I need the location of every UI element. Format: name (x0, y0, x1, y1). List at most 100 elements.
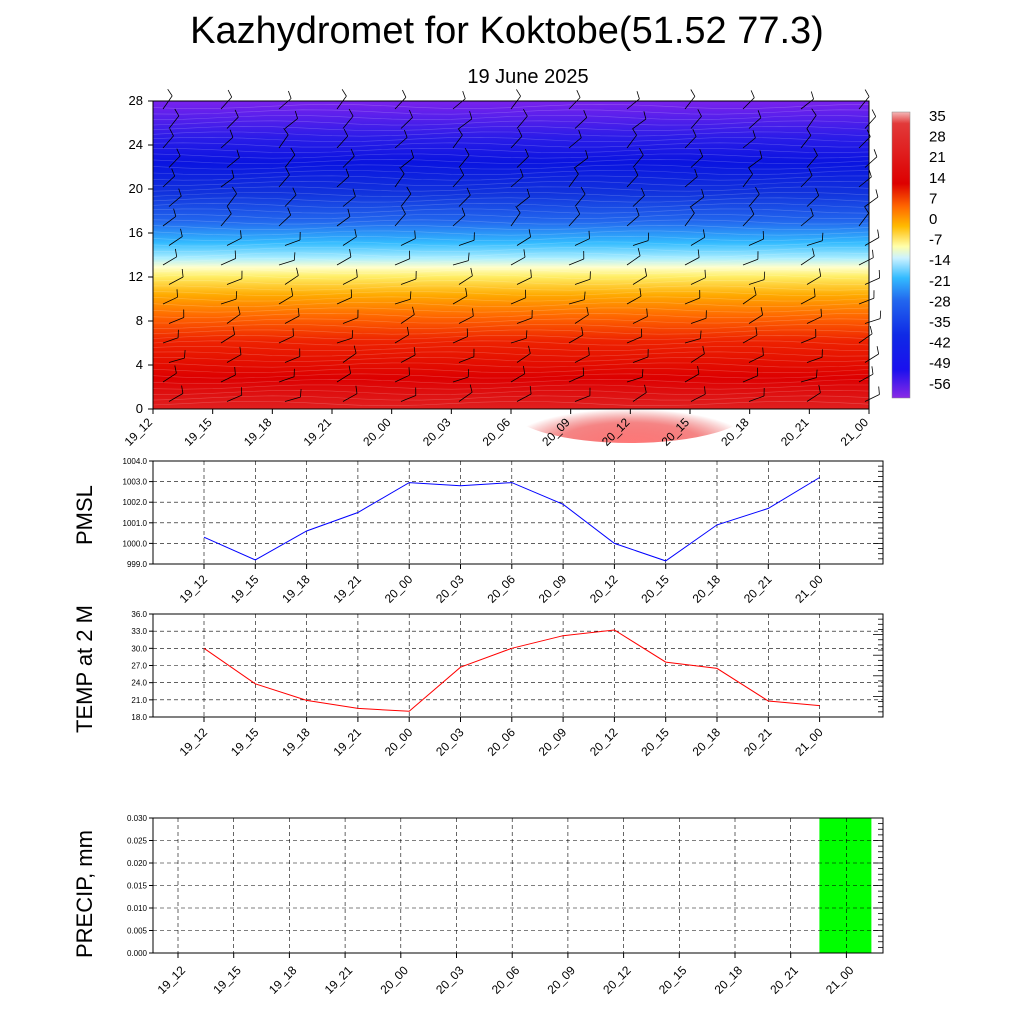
x-tick-label: 20_18 (712, 963, 746, 997)
wind-barb-feather (290, 147, 296, 156)
wind-barb (632, 268, 647, 285)
wind-barb-feather (821, 232, 824, 241)
wind-barb-feather (174, 108, 180, 117)
y-tick-label: 0.000 (127, 949, 148, 958)
wind-barb (864, 189, 879, 207)
wind-barb (220, 129, 234, 149)
wind-barb-staff (684, 96, 696, 110)
wind-barb (510, 330, 528, 344)
wind-barb-staff (748, 157, 763, 168)
wind-barb-feather (806, 128, 812, 136)
wind-barb (690, 386, 706, 402)
wind-barb (690, 149, 704, 168)
wind-barb-staff (394, 213, 406, 227)
wind-barb-staff (568, 213, 580, 227)
wind-barb (632, 348, 649, 363)
wind-barb-staff (742, 294, 757, 305)
x-tick-label: 20_00 (382, 725, 416, 759)
pmsl-grid (153, 460, 883, 565)
wind-barb-feather (701, 189, 705, 198)
wind-barb (690, 189, 705, 207)
x-tick-label: 19_12 (177, 725, 211, 759)
wind-barb-staff (168, 155, 181, 168)
wind-barb (278, 127, 289, 149)
wind-barb (748, 387, 765, 402)
wind-barb-staff (748, 314, 763, 324)
wind-barb-feather (585, 150, 589, 159)
wind-barb (336, 365, 351, 383)
wind-barb-feather (414, 230, 416, 239)
colorbar-label: -35 (929, 314, 951, 331)
wind-barb-staff (220, 258, 236, 266)
wind-barb-staff (168, 115, 180, 129)
wind-barb (400, 149, 414, 168)
wind-barb (458, 232, 475, 246)
wind-barb-feather (641, 369, 644, 378)
wind-barb (452, 328, 468, 344)
wind-barb (452, 207, 466, 227)
contour-line (152, 368, 870, 374)
wind-barb (336, 168, 350, 188)
wind-barb (684, 168, 698, 188)
wind-barb (568, 90, 581, 110)
wind-barb-staff (226, 157, 240, 168)
wind-barb-staff (458, 154, 470, 168)
wind-barb-staff (278, 214, 291, 227)
wind-barb-feather (401, 206, 406, 215)
wind-barb-staff (394, 173, 405, 188)
contour-line (152, 115, 870, 121)
wind-barb (342, 188, 356, 207)
wind-barb-staff (342, 236, 357, 246)
wind-barb-staff (278, 335, 294, 344)
wind-barb-feather (636, 91, 640, 100)
temp-panel: 18.021.024.027.030.033.036.0 19_12 19_15 1… (131, 610, 884, 759)
x-tick-label: 20_03 (433, 725, 467, 759)
wind-barb-feather (588, 230, 590, 239)
wind-barb (574, 387, 591, 402)
wind-barb (342, 269, 358, 285)
wind-barb (858, 290, 875, 305)
contour-line (152, 395, 870, 401)
contour-line (152, 235, 870, 242)
y-tick-label: 0.015 (127, 882, 148, 891)
wind-barb (574, 150, 589, 168)
wind-barb-feather (184, 350, 186, 359)
wind-barb-staff (626, 134, 637, 149)
x-tick-label: 20_00 (382, 572, 416, 606)
wind-barb-staff (284, 239, 301, 246)
wind-barb (162, 88, 173, 110)
wind-barb-staff (626, 175, 639, 188)
wind-barb (800, 128, 812, 149)
wind-barb (168, 268, 184, 285)
wind-barb-staff (626, 376, 643, 383)
wind-barb (858, 326, 873, 344)
y-tick-label: 0.005 (127, 927, 148, 936)
x-tick-label: 19_18 (241, 415, 275, 449)
wind-barb (394, 129, 408, 149)
wind-barb (284, 348, 301, 363)
wind-barb (684, 249, 700, 266)
wind-barb-staff (510, 136, 523, 149)
wind-barbs (162, 88, 882, 402)
wind-barb-staff (342, 196, 356, 207)
wind-barb (800, 288, 816, 305)
wind-barb (284, 389, 302, 402)
wind-barb (168, 350, 186, 363)
y-tick-label: 20 (129, 181, 143, 196)
wind-barb-staff (568, 137, 582, 149)
wind-barb-staff (574, 278, 591, 285)
wind-barb-feather (575, 206, 581, 215)
wind-barb-staff (400, 238, 416, 246)
wind-barb (684, 206, 695, 227)
wind-barb-staff (690, 156, 703, 168)
wind-barb-staff (858, 297, 875, 305)
wind-barb-feather (356, 269, 358, 278)
contour-line (152, 208, 870, 214)
wind-barb-feather (875, 189, 879, 198)
wind-barb (742, 206, 755, 227)
wind-barb-staff (858, 136, 871, 149)
wind-barb-feather (876, 346, 879, 355)
y-tick-label: 0 (136, 401, 143, 416)
contour-line (152, 252, 870, 258)
x-tick-label: 19_21 (331, 572, 365, 606)
